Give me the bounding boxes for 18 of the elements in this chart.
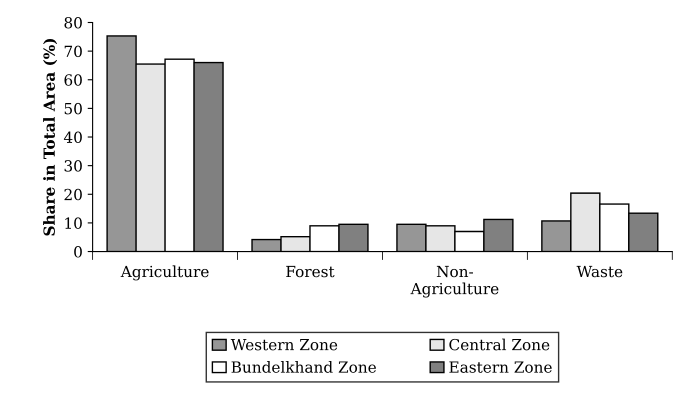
x-tick-label: Waste: [576, 266, 622, 278]
legend-label: Bundelkhand Zone: [232, 361, 376, 373]
y-tick-label: 0: [74, 246, 82, 258]
x-tick-label: Forest: [286, 266, 335, 278]
y-tick-label: 70: [64, 46, 82, 58]
y-tick-label: 40: [64, 131, 82, 144]
y-tick-label: 60: [64, 74, 82, 86]
y-tick-label: 80: [64, 16, 82, 29]
x-tick-label: Non- Agriculture: [410, 266, 498, 298]
y-tick-label: 30: [64, 160, 82, 172]
y-axis-title: Share in Total Area (%): [43, 38, 58, 236]
y-tick-label: 10: [65, 217, 82, 229]
y-tick-label: 20: [64, 188, 82, 200]
x-tick-label: Agriculture: [120, 265, 209, 280]
legend-label: Central Zone: [449, 338, 550, 350]
legend-label: Eastern Zone: [449, 361, 552, 373]
legend-label: Western Zone: [230, 339, 338, 350]
y-tick-label: 50: [64, 102, 82, 114]
